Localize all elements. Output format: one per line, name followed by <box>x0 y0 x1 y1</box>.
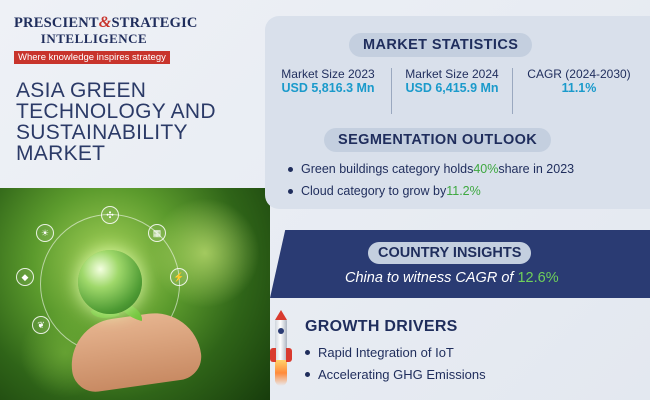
logo-word-strategic: STRATEGIC <box>111 15 198 31</box>
segment-text: share in 2023 <box>498 162 575 176</box>
segmentation-outlook-heading: SEGMENTATION OUTLOOK <box>324 128 552 152</box>
globe-icon <box>78 250 142 314</box>
rocket-nose <box>275 310 287 320</box>
solar-panel-icon: ▦ <box>148 224 166 242</box>
logo-name-line2: INTELLIGENCE <box>40 31 148 46</box>
energy-icon: ⚡ <box>170 268 188 286</box>
list-item: Rapid Integration of IoT <box>305 341 486 363</box>
hero-image: ✣ ▦ ⚡ ♻ ☀ ◆ ❦ <box>0 188 270 400</box>
growth-drivers-heading: GROWTH DRIVERS <box>305 318 458 335</box>
growth-driver-text: Rapid Integration of IoT <box>318 344 454 360</box>
rocket-body <box>275 316 287 360</box>
logo-tagline: Where knowledge inspires strategy <box>14 51 170 64</box>
country-insights-heading: COUNTRY INSIGHTS <box>368 242 532 264</box>
logo-name-line1: PRESCIENT&STRATEGIC <box>14 14 197 32</box>
rocket-flame <box>275 360 287 386</box>
bullet-icon <box>288 166 293 172</box>
bullet-icon <box>305 349 310 355</box>
segmentation-list: Green buildings category holds 40% share… <box>288 158 574 202</box>
list-item: Accelerating GHG Emissions <box>305 363 486 385</box>
segment-text: Green buildings category holds <box>301 162 474 176</box>
logo-word-prescient: PRESCIENT <box>14 15 99 31</box>
rocket-fin <box>286 348 292 362</box>
brand-logo: PRESCIENT&STRATEGIC INTELLIGENCE Where k… <box>14 14 197 65</box>
rocket-fin <box>270 348 276 362</box>
rocket-window <box>278 328 284 334</box>
stat-label: Market Size 2024 <box>405 67 499 81</box>
water-drop-icon: ◆ <box>16 268 34 286</box>
stat-label: CAGR (2024-2030) <box>527 67 631 81</box>
divider <box>512 68 513 114</box>
stat-market-size-2024: Market Size 2024 USD 6,415.9 Mn <box>398 67 506 96</box>
stat-market-size-2023: Market Size 2023 USD 5,816.3 Mn <box>275 67 381 96</box>
growth-driver-text: Accelerating GHG Emissions <box>318 366 486 382</box>
logo-ampersand: & <box>98 14 112 31</box>
market-statistics-heading: MARKET STATISTICS <box>349 33 533 57</box>
bullet-icon <box>288 188 293 194</box>
country-insights-text: China to witness CAGR of 12.6% <box>345 270 559 286</box>
stat-value: USD 5,816.3 Mn <box>281 81 375 95</box>
segment-text: Cloud category to grow by <box>301 184 447 198</box>
stat-cagr: CAGR (2024-2030) 11.1% <box>518 67 640 96</box>
stat-value: 11.1% <box>561 81 597 95</box>
divider <box>391 68 392 114</box>
list-item: Cloud category to grow by 11.2% <box>288 180 574 202</box>
growth-drivers-list: Rapid Integration of IoT Accelerating GH… <box>305 341 486 385</box>
rocket-icon <box>270 310 292 390</box>
country-insights-band <box>270 230 650 298</box>
sun-icon: ☀ <box>36 224 54 242</box>
stat-value: USD 6,415.9 Mn <box>405 81 499 95</box>
segment-highlight: 11.2% <box>446 184 481 198</box>
country-text-body: China to witness CAGR of <box>345 270 518 286</box>
stat-label: Market Size 2023 <box>281 67 375 81</box>
list-item: Green buildings category holds 40% share… <box>288 158 574 180</box>
wind-turbine-icon: ✣ <box>101 206 119 224</box>
bullet-icon <box>305 371 310 377</box>
leaf-icon: ❦ <box>32 316 50 334</box>
page-title: ASIA GREEN TECHNOLOGY AND SUSTAINABILITY… <box>16 79 216 165</box>
country-highlight: 12.6% <box>517 270 559 286</box>
segment-highlight: 40% <box>473 162 499 176</box>
